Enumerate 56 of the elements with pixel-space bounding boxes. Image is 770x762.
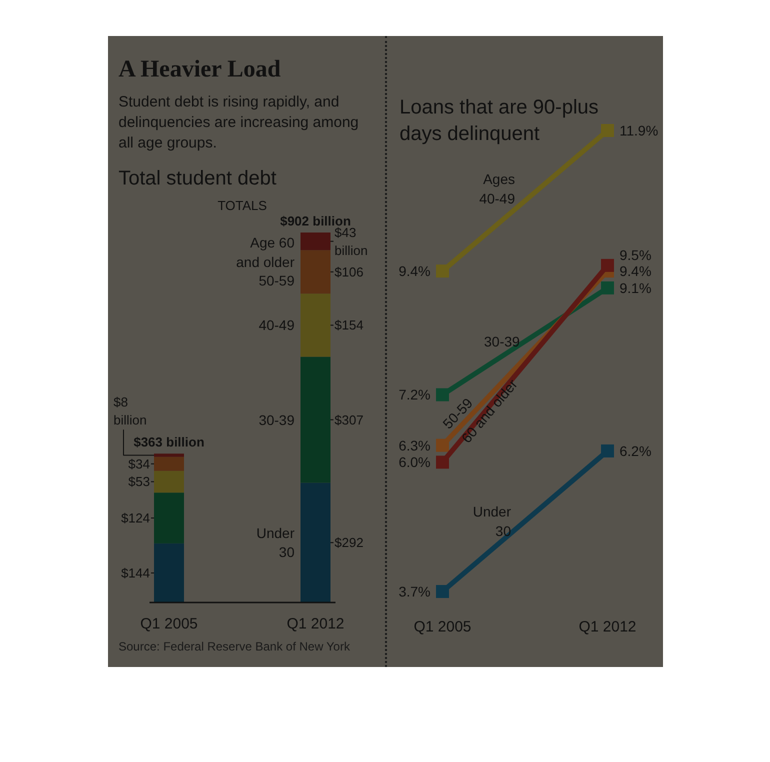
data-label: 9.1% xyxy=(620,280,652,296)
bar xyxy=(300,250,330,294)
x-tick-label: Q1 2012 xyxy=(286,616,344,632)
bar xyxy=(300,356,330,483)
data-label: 9.4% xyxy=(620,263,652,280)
data-label: 11.9% xyxy=(620,122,658,138)
bar xyxy=(154,492,184,544)
series-label: Under 30 xyxy=(256,525,295,560)
data-label: 9.4% xyxy=(398,263,431,280)
bar xyxy=(300,482,330,602)
series-label: 50-59 xyxy=(258,272,295,288)
series-label: Under 30 xyxy=(472,504,512,539)
series-label: Age 60 and older xyxy=(236,234,295,270)
data-label: $106 xyxy=(334,264,364,280)
total-label: $363 billion xyxy=(134,434,204,450)
data-label: $154 xyxy=(334,318,364,333)
x-tick-label: Q1 2012 xyxy=(578,618,636,636)
series-label: 30-39 xyxy=(258,412,295,428)
series-label: Ages 40-49 xyxy=(479,171,516,206)
data-label: $53 xyxy=(128,474,150,490)
source-note: Source: Federal Reserve Bank of New York xyxy=(118,640,351,654)
point xyxy=(436,585,449,598)
point xyxy=(601,258,614,272)
point xyxy=(601,124,614,137)
data-label: $34 xyxy=(128,456,150,472)
text: A Heavier Load xyxy=(118,56,282,82)
data-label: $292 xyxy=(334,535,364,550)
data-label: 6.2% xyxy=(620,442,652,459)
point xyxy=(436,264,449,278)
data-label: $124 xyxy=(121,510,150,526)
text: TOTALS xyxy=(218,198,268,213)
bar xyxy=(154,543,184,602)
data-label: 7.2% xyxy=(398,386,431,403)
chart-title: Total student debt xyxy=(118,168,277,190)
chart-title: Loans that are 90-plus days delinquent xyxy=(400,96,599,145)
data-label: 3.7% xyxy=(398,584,431,600)
bar xyxy=(154,456,184,471)
data-label: 6.0% xyxy=(398,454,431,470)
bar xyxy=(154,454,184,457)
data-label: $307 xyxy=(334,412,364,428)
point xyxy=(436,438,449,452)
data-label: $8 billion xyxy=(114,394,147,428)
data-label: $144 xyxy=(121,565,150,580)
series-label: 40-49 xyxy=(258,317,295,334)
data-label: 6.3% xyxy=(398,437,431,454)
x-tick-label: Q1 2005 xyxy=(414,618,472,636)
bar xyxy=(300,294,330,357)
point xyxy=(601,281,614,294)
x-tick-label: Q1 2005 xyxy=(140,616,198,632)
text: Student debt is rising rapidly, and delinquencies are increasing among all age groups. xyxy=(118,94,359,152)
series-label: 30-39 xyxy=(484,333,520,350)
bar xyxy=(154,470,184,493)
data-label: 9.5% xyxy=(620,247,652,264)
point xyxy=(436,456,449,469)
point xyxy=(601,444,614,458)
bar xyxy=(300,232,330,250)
